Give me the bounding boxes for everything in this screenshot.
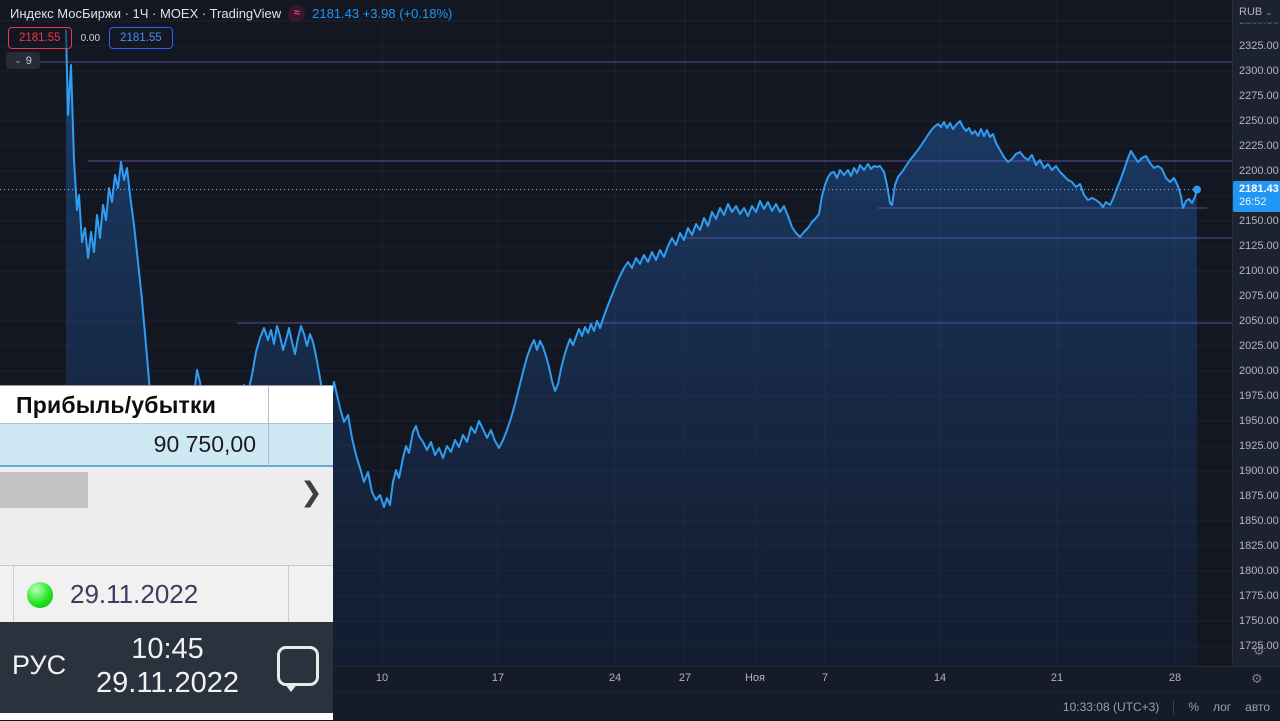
expand-arrow-icon[interactable]: ❯ (300, 477, 323, 507)
currency-selector[interactable]: RUB ⌄ (1239, 3, 1279, 22)
price-tick: 2125.00 (1239, 240, 1279, 252)
percent-scale-button[interactable]: % (1188, 699, 1199, 714)
bottom-white-strip (0, 713, 333, 720)
quote-change-text: 2181.43 +3.98 (+0.18%) (312, 6, 453, 21)
price-tick: 2100.00 (1239, 265, 1279, 277)
price-tick: 2200.00 (1239, 165, 1279, 177)
price-tick: 1750.00 (1239, 615, 1279, 627)
time-tick: 27 (678, 672, 692, 684)
table-value-row: 90 750,00 (0, 424, 333, 467)
time-tick: 28 (1168, 672, 1182, 684)
price-tick: 1975.00 (1239, 390, 1279, 402)
time-scale-gear-icon[interactable]: ⚙ (1251, 671, 1263, 686)
price-tick: 1775.00 (1239, 590, 1279, 602)
time-tick: 24 (608, 672, 622, 684)
price-tick: 2250.00 (1239, 115, 1279, 127)
price-tick: 2000.00 (1239, 365, 1279, 377)
profit-loss-overlay-window: Прибыль/убытки 90 750,00 ❯ 29.11.2022 РУ… (0, 385, 333, 720)
price-tick: 1875.00 (1239, 490, 1279, 502)
current-price-line (0, 185, 1201, 194)
last-price-value: 2181.43 (1239, 183, 1279, 195)
table-column-divider (268, 385, 269, 467)
price-tick: 1850.00 (1239, 515, 1279, 527)
symbol-title[interactable]: Индекс МосБиржи · 1Ч · MOEX · TradingVie… (10, 6, 282, 21)
cell-border (13, 566, 14, 623)
price-tick: 1950.00 (1239, 415, 1279, 427)
scrollbar-thumb[interactable] (0, 472, 88, 508)
area-series (65, 29, 1198, 666)
time-tick: 17 (491, 672, 505, 684)
taskbar-time: 10:45 (131, 633, 204, 665)
date-cell-value: 29.11.2022 (70, 579, 199, 609)
sell-button[interactable]: 2181.55 (8, 27, 72, 49)
price-tick: 1825.00 (1239, 540, 1279, 552)
price-tick: 1800.00 (1239, 565, 1279, 577)
price-tick: 1925.00 (1239, 440, 1279, 452)
taskbar-clock[interactable]: 10:45 29.11.2022 (70, 632, 265, 700)
table-header-label: Прибыль/убытки (16, 392, 217, 418)
indicator-count: 9 (25, 54, 32, 67)
green-status-icon (27, 582, 53, 608)
indicators-dropdown[interactable]: ⌄ 9 (6, 52, 40, 69)
time-tick: 14 (933, 672, 947, 684)
profit-loss-value: 90 750,00 (153, 431, 256, 457)
status-bar: 10:33:08 (UTC+3) % лог авто (0, 691, 1280, 721)
price-tick: 1725.00 (1239, 640, 1279, 652)
price-tick: 2275.00 (1239, 90, 1279, 102)
windows-taskbar: РУС 10:45 29.11.2022 (0, 622, 333, 713)
date-cell-row[interactable]: 29.11.2022 (0, 565, 333, 623)
time-tick: 10 (375, 672, 389, 684)
price-scale-gear-icon[interactable]: ⚙ (1253, 643, 1265, 658)
price-tick: 2075.00 (1239, 290, 1279, 302)
price-tick: 2050.00 (1239, 315, 1279, 327)
price-tick: 2300.00 (1239, 65, 1279, 77)
currency-label: RUB (1239, 6, 1263, 18)
price-tick: 2025.00 (1239, 340, 1279, 352)
notification-bubble-icon[interactable] (277, 646, 319, 692)
panel-body: ❯ (0, 467, 333, 565)
bar-countdown: 26:52 (1239, 196, 1267, 208)
log-scale-button[interactable]: лог (1212, 699, 1232, 714)
price-axis[interactable]: 2350.002325.002300.002275.002250.002225.… (1232, 0, 1280, 666)
last-price-flag: 2181.43 26:52 (1233, 181, 1280, 212)
spread-value: 0.00 (80, 32, 101, 44)
price-tick: 2325.00 (1239, 40, 1279, 52)
status-divider (1173, 699, 1175, 714)
time-tick: 7 (821, 672, 829, 684)
time-tick: Ноя (744, 672, 766, 684)
chevron-down-icon: ⌄ (14, 55, 22, 65)
taskbar-date: 29.11.2022 (96, 667, 239, 699)
language-indicator[interactable]: РУС (12, 650, 67, 680)
table-header-row: Прибыль/убытки (0, 385, 333, 424)
cell-border (288, 566, 289, 623)
price-tick: 2225.00 (1239, 140, 1279, 152)
data-status-icon[interactable]: ≈ (288, 5, 306, 22)
time-tick: 21 (1050, 672, 1064, 684)
price-tick: 2150.00 (1239, 215, 1279, 227)
buy-button[interactable]: 2181.55 (109, 27, 173, 49)
chevron-down-icon: ⌄ (1265, 7, 1273, 17)
auto-scale-button[interactable]: авто (1245, 699, 1270, 714)
status-clock: 10:33:08 (UTC+3) (1062, 699, 1160, 714)
price-tick: 1900.00 (1239, 465, 1279, 477)
